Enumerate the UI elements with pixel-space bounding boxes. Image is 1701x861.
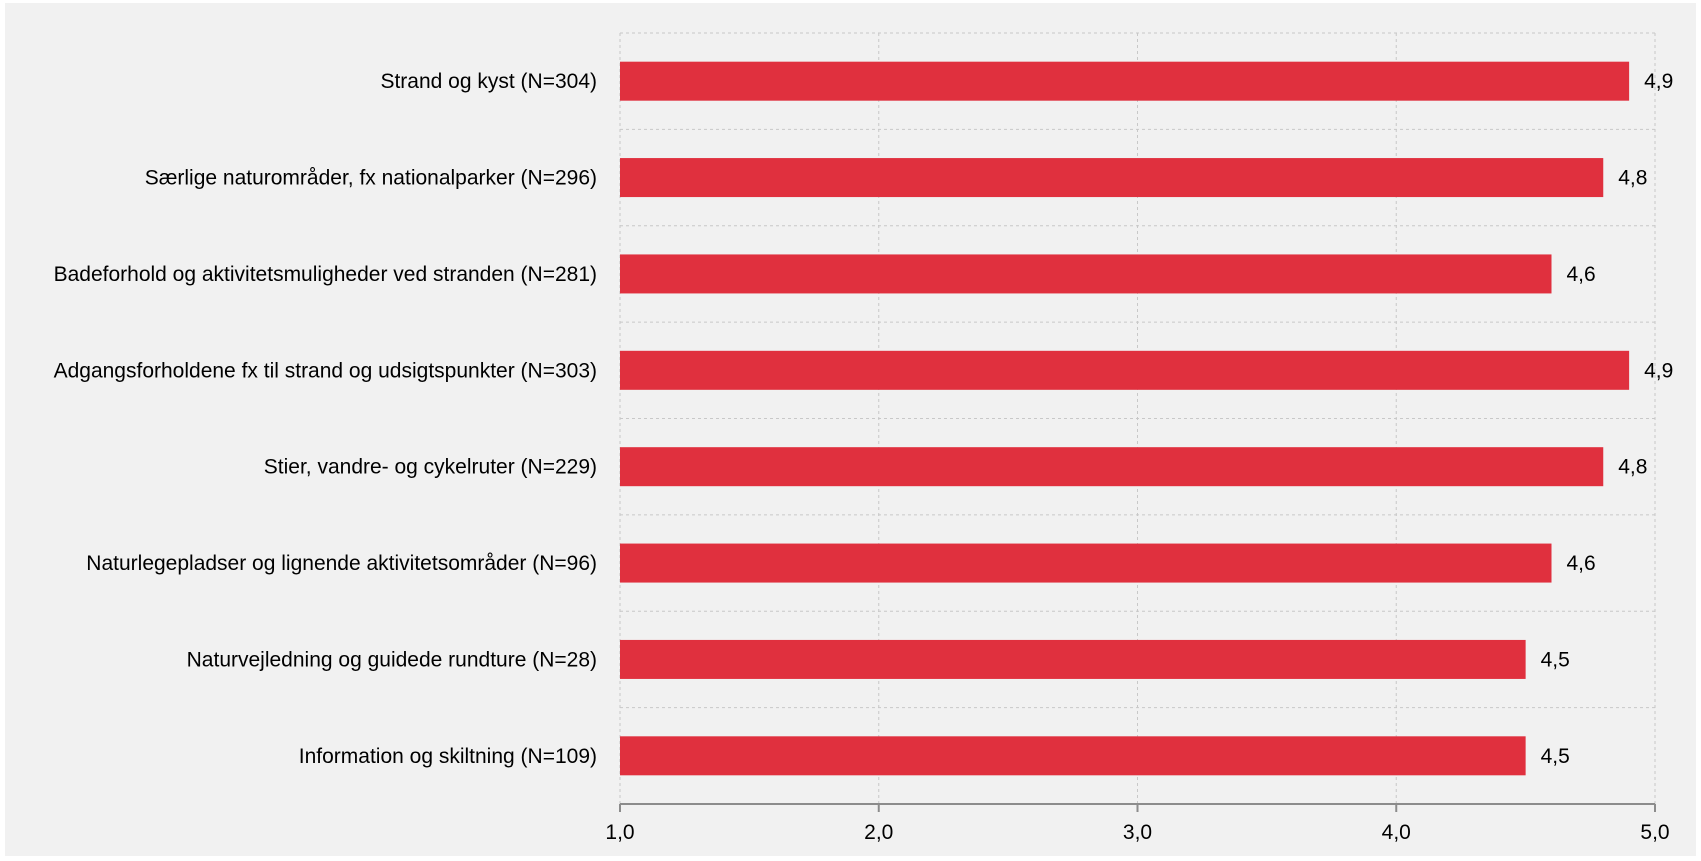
- category-label: Stier, vandre- og cykelruter (N=229): [264, 456, 597, 479]
- value-label: 4,5: [1541, 648, 1570, 671]
- bar: [620, 736, 1526, 776]
- x-tick-label: 5,0: [1640, 821, 1669, 844]
- category-label: Adgangsforholdene fx til strand og udsig…: [54, 359, 597, 382]
- category-label: Naturvejledning og guidede rundture (N=2…: [187, 648, 597, 671]
- category-label: Særlige naturområder, fx nationalparker …: [145, 167, 597, 190]
- chart-background: [5, 3, 1696, 856]
- value-label: 4,6: [1567, 552, 1596, 575]
- x-tick-label: 3,0: [1123, 821, 1152, 844]
- value-label: 4,9: [1644, 359, 1673, 382]
- value-label: 4,8: [1618, 167, 1647, 190]
- x-tick-label: 4,0: [1382, 821, 1411, 844]
- category-label: Naturlegepladser og lignende aktivitetso…: [86, 552, 597, 575]
- value-label: 4,6: [1567, 263, 1596, 286]
- category-label: Badeforhold og aktivitetsmuligheder ved …: [54, 263, 597, 286]
- value-label: 4,9: [1644, 70, 1673, 93]
- value-label: 4,5: [1541, 745, 1570, 768]
- bar: [620, 158, 1604, 198]
- bar: [620, 543, 1552, 583]
- bar: [620, 254, 1552, 294]
- bar: [620, 447, 1604, 487]
- bar: [620, 350, 1630, 390]
- category-label: Information og skiltning (N=109): [299, 745, 597, 768]
- x-tick-label: 2,0: [864, 821, 893, 844]
- value-label: 4,8: [1618, 456, 1647, 479]
- bar: [620, 61, 1630, 101]
- x-tick-label: 1,0: [605, 821, 634, 844]
- category-label: Strand og kyst (N=304): [380, 70, 597, 93]
- bar: [620, 639, 1526, 679]
